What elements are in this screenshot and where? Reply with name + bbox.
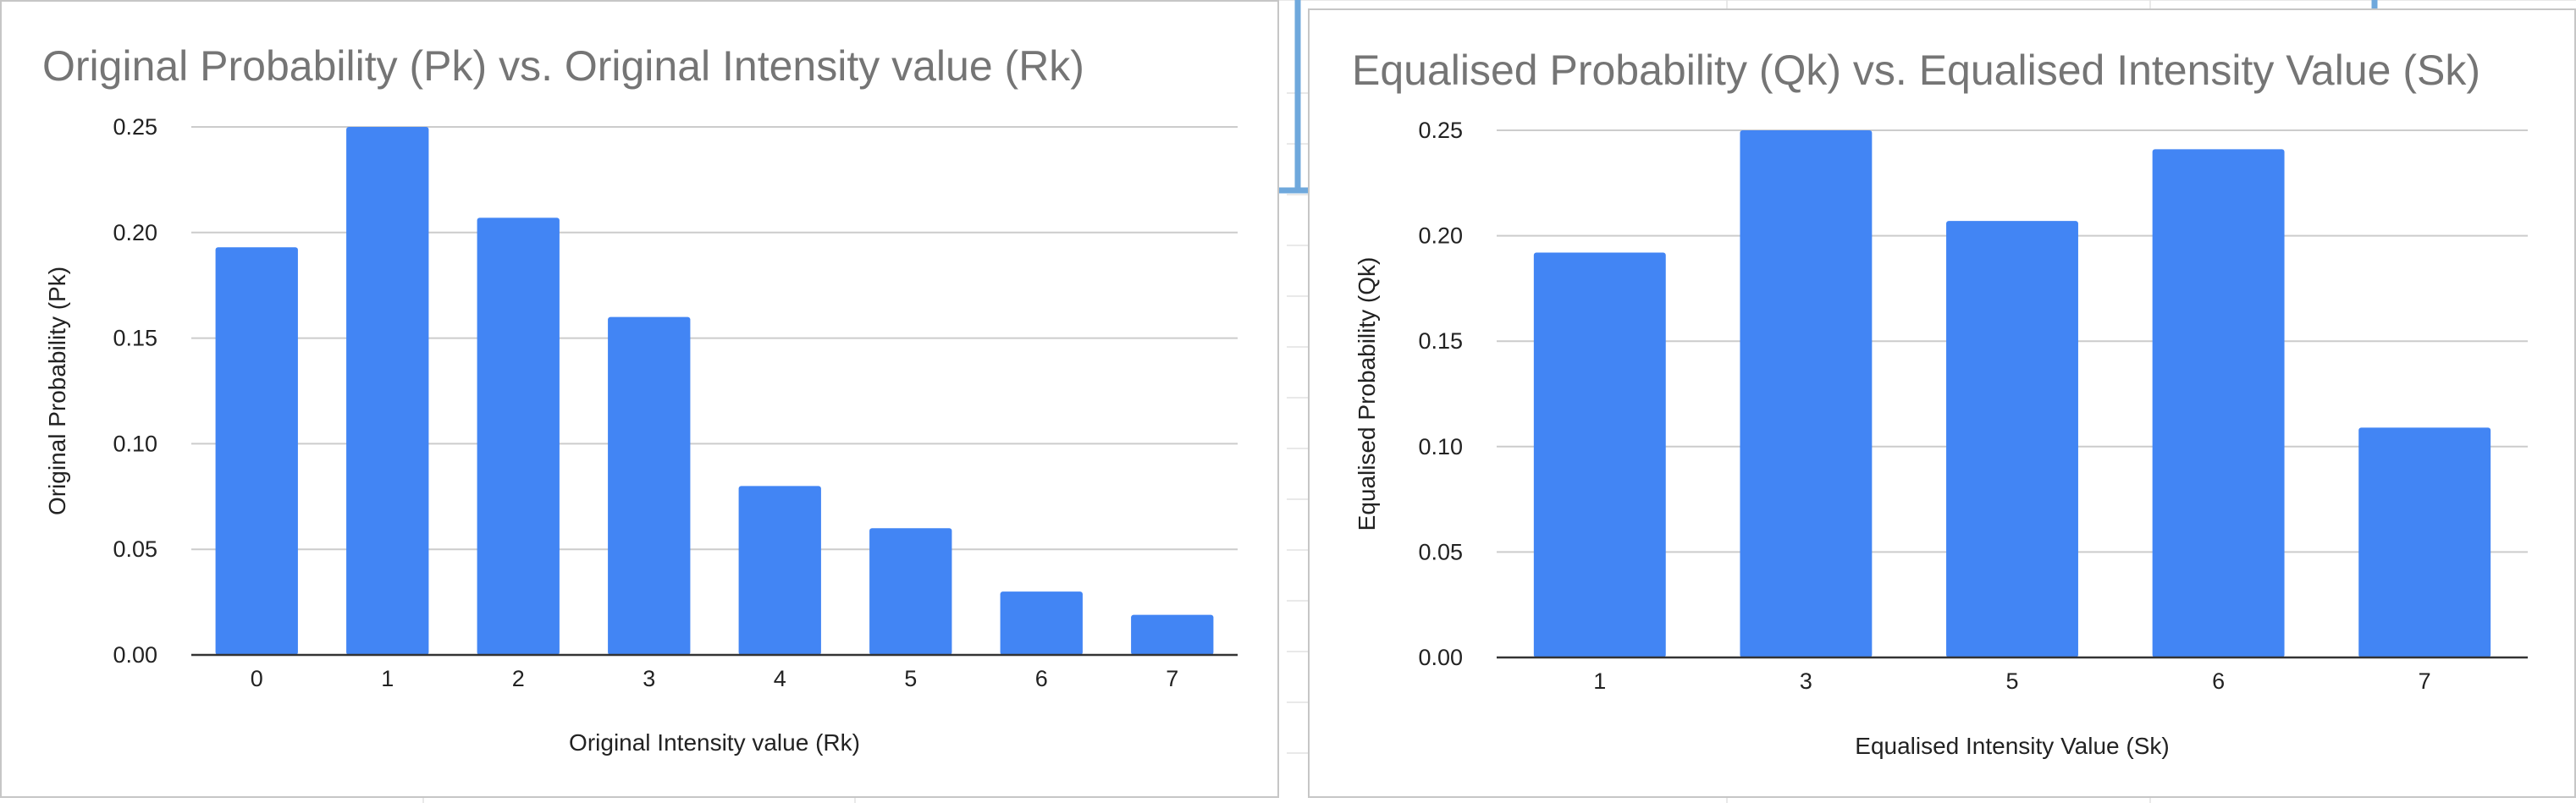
bar[interactable] — [1946, 221, 2078, 657]
bar[interactable] — [1740, 130, 1873, 657]
y-tick-label: 0.05 — [1418, 539, 1463, 564]
chart-title: Equalised Probability (Qk) vs. Equalised… — [1352, 47, 2480, 94]
y-tick-label: 0.15 — [1418, 328, 1463, 354]
x-tick-label: 4 — [774, 666, 786, 691]
x-axis-label: Equalised Intensity Value (Sk) — [1855, 733, 2169, 759]
y-axis-label: Original Probability (Pk) — [44, 267, 70, 515]
bar[interactable] — [2152, 149, 2285, 658]
bar[interactable] — [1533, 252, 1666, 657]
x-tick-label: 6 — [1035, 666, 1048, 691]
chart-title: Original Probability (Pk) vs. Original I… — [42, 42, 1084, 90]
y-tick-label: 0.10 — [113, 431, 157, 456]
x-tick-label: 1 — [381, 666, 394, 691]
y-tick-label: 0.00 — [113, 642, 157, 668]
equalised-probability-chart-svg: Equalised Probability (Qk) vs. Equalised… — [1352, 47, 2528, 759]
x-tick-label: 5 — [904, 666, 917, 691]
bar[interactable] — [1131, 614, 1214, 655]
y-tick-label: 0.05 — [113, 536, 157, 562]
equalised-probability-chart[interactable]: Equalised Probability (Qk) vs. Equalised… — [1308, 8, 2576, 798]
x-tick-label: 7 — [1166, 666, 1178, 691]
y-tick-label: 0.15 — [113, 326, 157, 351]
bar[interactable] — [608, 316, 691, 655]
bar[interactable] — [738, 486, 821, 655]
y-tick-labels: 0.00 0.05 0.10 0.15 0.20 0.25 — [113, 114, 157, 668]
bar[interactable] — [477, 217, 560, 655]
x-axis-label: Original Intensity value (Rk) — [569, 729, 860, 756]
y-axis-label: Equalised Probability (Qk) — [1354, 257, 1380, 531]
y-tick-labels: 0.00 0.05 0.10 0.15 0.20 0.25 — [1418, 118, 1463, 670]
x-tick-label: 2 — [512, 666, 525, 691]
y-tick-label: 0.10 — [1418, 434, 1463, 459]
x-tick-labels: 1 3 5 6 7 — [1593, 668, 2430, 694]
x-tick-label: 0 — [251, 666, 263, 691]
bar[interactable] — [1000, 591, 1083, 655]
y-tick-label: 0.20 — [113, 220, 157, 245]
original-probability-chart-svg: Original Probability (Pk) vs. Original I… — [42, 42, 1238, 756]
bars — [1533, 130, 2491, 658]
bar[interactable] — [2358, 427, 2491, 657]
y-tick-label: 0.25 — [1418, 118, 1463, 143]
bars — [215, 127, 1214, 655]
x-tick-label: 1 — [1593, 668, 1606, 694]
original-probability-chart[interactable]: Original Probability (Pk) vs. Original I… — [0, 0, 1279, 798]
x-tick-label: 3 — [643, 666, 655, 691]
bar[interactable] — [215, 247, 298, 655]
y-tick-label: 0.25 — [113, 114, 157, 140]
x-tick-label: 3 — [1800, 668, 1812, 694]
bar[interactable] — [346, 127, 429, 655]
x-tick-label: 7 — [2419, 668, 2431, 694]
x-tick-label: 5 — [2005, 668, 2018, 694]
x-tick-labels: 0 1 2 3 4 5 6 7 — [251, 666, 1179, 691]
x-tick-label: 6 — [2212, 668, 2225, 694]
bar[interactable] — [869, 528, 952, 655]
y-tick-label: 0.20 — [1418, 223, 1463, 249]
y-tick-label: 0.00 — [1418, 645, 1463, 670]
